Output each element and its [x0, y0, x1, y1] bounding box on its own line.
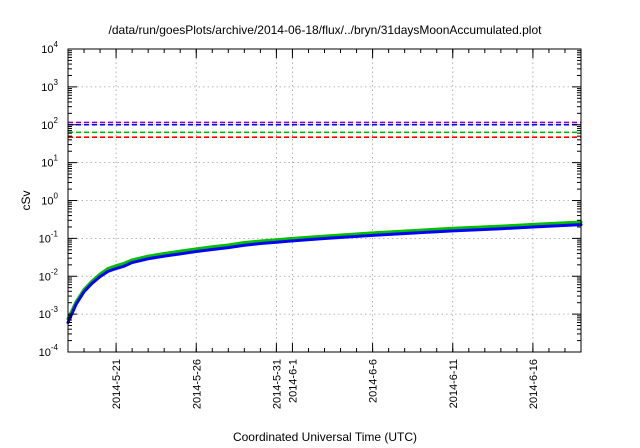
y-tick-label: 10-2 — [39, 267, 59, 283]
x-tick-label: 2014-5-31 — [271, 359, 283, 409]
y-tick-label: 102 — [41, 116, 58, 132]
y-tick-label: 103 — [41, 78, 58, 94]
series-line — [66, 220, 583, 321]
y-tick-label: 10-1 — [39, 229, 59, 245]
x-tick-label: 2014-6-1 — [287, 359, 299, 403]
y-tick-label: 104 — [41, 40, 58, 56]
axis-ticks — [67, 48, 582, 353]
series-lines — [66, 220, 583, 325]
threshold-lines — [68, 121, 581, 138]
y-tick-label: 10-4 — [39, 343, 59, 359]
x-tick-label: 2014-6-6 — [368, 359, 380, 403]
y-axis-label: cSv — [19, 190, 33, 210]
x-tick-label: 2014-6-16 — [528, 359, 540, 409]
x-tick-label: 2014-5-21 — [111, 359, 123, 409]
y-tick-labels: 10-4 10-3 10-2 10-1 100 101 102 103 104 — [39, 40, 59, 359]
y-tick-label: 10-3 — [39, 305, 59, 321]
y-tick-label: 101 — [41, 154, 58, 170]
y-tick-label: 100 — [41, 192, 58, 208]
chart-title: /data/run/goesPlots/archive/2014-06-18/f… — [109, 23, 543, 37]
x-tick-label: 2014-5-26 — [191, 359, 203, 409]
x-axis-label: Coordinated Universal Time (UTC) — [233, 430, 417, 444]
x-tick-label: 2014-6-11 — [448, 359, 460, 408]
series-line — [66, 223, 583, 325]
x-tick-labels: 2014-5-21 2014-5-26 2014-5-31 2014-6-1 2014-… — [111, 359, 540, 409]
